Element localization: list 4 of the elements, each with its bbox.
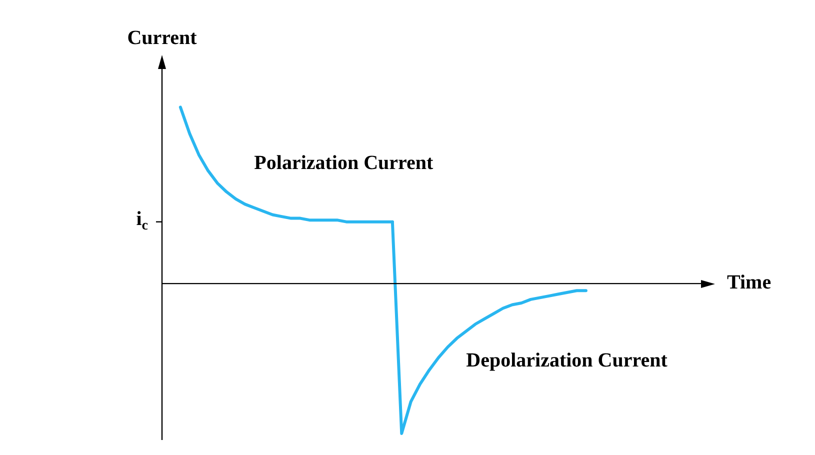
series-label: Polarization Current: [254, 152, 434, 174]
y-axis-title: Current: [127, 27, 198, 50]
series-label: Depolarization Current: [466, 349, 668, 372]
x-axis-title: Time: [727, 272, 772, 294]
